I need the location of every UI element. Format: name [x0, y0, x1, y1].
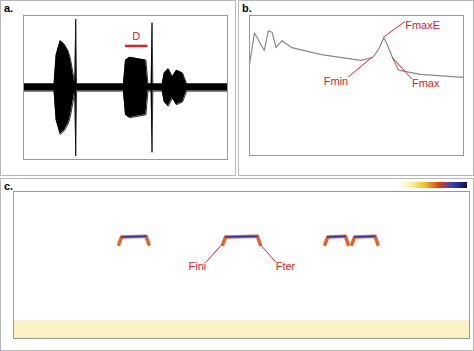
svg-text:Fter: Fter — [276, 260, 296, 272]
svg-text:D: D — [132, 30, 140, 42]
html-text:a.: a. — [4, 2, 14, 14]
svg-text:Fmin: Fmin — [324, 75, 348, 87]
svg-text:Fmax: Fmax — [412, 77, 440, 89]
svg-text:FmaxE: FmaxE — [405, 19, 440, 31]
html-text:c.: c. — [4, 180, 14, 192]
html-text:b.: b. — [242, 2, 252, 14]
svg-text:Fini: Fini — [189, 260, 207, 272]
